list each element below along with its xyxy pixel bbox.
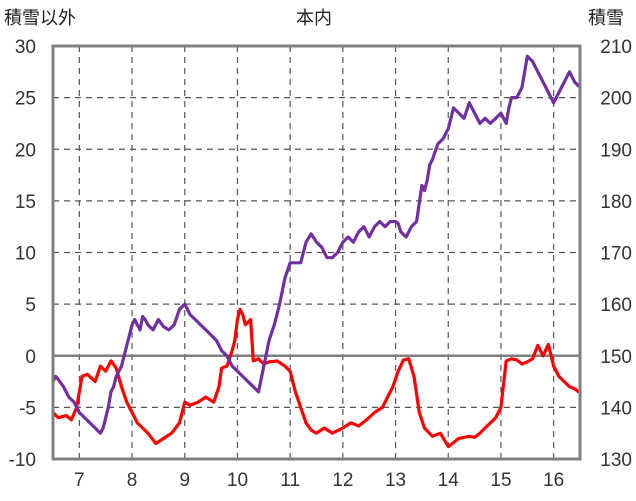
right-tick-label: 180 xyxy=(600,192,632,213)
x-tick-label: 12 xyxy=(332,470,353,491)
left-tick-label: 30 xyxy=(15,37,36,58)
x-tick-label: 15 xyxy=(490,470,511,491)
plot-frame xyxy=(51,44,582,461)
right-tick-label: 170 xyxy=(600,244,632,265)
left-tick-label: 10 xyxy=(15,244,36,265)
right-tick-label: 210 xyxy=(600,37,632,58)
right-tick-label: 190 xyxy=(600,140,632,161)
left-tick-label: -10 xyxy=(9,450,36,471)
purple-series-line xyxy=(51,54,582,435)
red-series-line xyxy=(51,307,582,449)
x-tick-label: 11 xyxy=(280,470,300,491)
x-tick-label: 8 xyxy=(127,470,138,491)
left-tick-label: -5 xyxy=(19,398,36,419)
left-tick-label: 25 xyxy=(15,89,36,110)
right-axis-label: 積雪 xyxy=(588,8,624,29)
left-axis-label: 積雪以外 xyxy=(4,8,76,29)
left-tick-label: 15 xyxy=(15,192,36,213)
x-tick-label: 13 xyxy=(385,470,406,491)
right-tick-label: 160 xyxy=(600,295,632,316)
right-tick-label: 140 xyxy=(600,398,632,419)
right-tick-label: 130 xyxy=(600,450,632,471)
chart-title: 本内 xyxy=(296,8,332,29)
x-tick-label: 9 xyxy=(179,470,190,491)
x-tick-label: 14 xyxy=(438,470,460,491)
x-tick-label: 7 xyxy=(74,470,85,491)
right-tick-label: 150 xyxy=(600,347,632,368)
left-tick-label: 0 xyxy=(25,347,36,368)
left-tick-label: 20 xyxy=(15,140,36,161)
right-tick-label: 200 xyxy=(600,89,632,110)
x-tick-label: 10 xyxy=(227,470,248,491)
left-tick-label: 5 xyxy=(25,295,36,316)
x-tick-label: 16 xyxy=(543,470,564,491)
